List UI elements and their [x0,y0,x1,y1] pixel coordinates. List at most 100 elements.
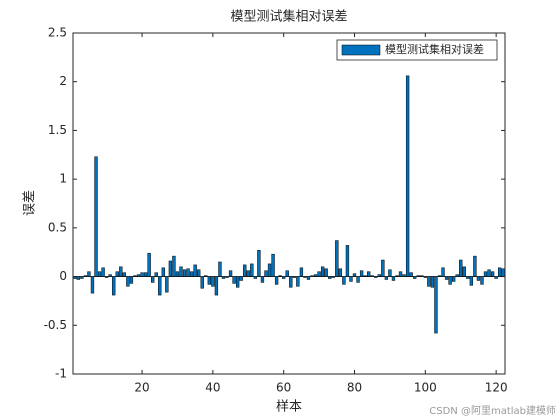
bar [434,276,438,334]
bar [335,240,339,277]
bar [289,276,293,288]
bar [285,270,289,277]
bar [367,271,371,277]
bar [462,266,466,277]
x-axis-label: 样本 [276,400,302,415]
bar [448,276,452,285]
bar [359,270,364,277]
bar [179,266,183,277]
bar [218,261,222,277]
bar [129,276,134,284]
y-tick-label: 1 [59,172,67,186]
y-tick-label: -0.5 [44,318,67,332]
x-tick-label: 100 [414,381,437,395]
y-tick-label: 1.5 [48,123,67,137]
bar [90,276,95,294]
bar [451,276,456,282]
bar [246,270,250,277]
bar [76,276,80,280]
bar [243,264,247,277]
bar [409,272,413,277]
y-tick-label: 0 [59,269,67,283]
y-tick-label: -1 [55,367,67,381]
bar [197,269,201,277]
bar [352,273,357,277]
bar [480,276,484,285]
bar [271,253,275,277]
y-tick-label: 0.5 [48,220,67,234]
x-tick-label: 60 [276,381,291,395]
bar [345,245,350,277]
x-tick-label: 20 [134,381,149,395]
bar [459,259,463,277]
bar [112,276,116,296]
bar [235,276,240,288]
bar [498,267,502,277]
bar [338,268,343,277]
bar [274,276,279,285]
watermark: CSDN @阿里matlab建模师 [429,404,556,417]
bar [391,276,396,281]
bar [186,268,190,277]
bar [151,276,155,283]
bar [172,255,176,277]
bar [239,276,243,281]
bar [211,276,215,287]
bar [444,276,449,280]
bar [267,263,272,277]
bar [473,255,477,277]
bar [158,276,162,296]
bar [299,267,304,277]
bar [87,271,91,277]
chart-title: 模型测试集相对误差 [230,9,347,25]
bar [469,276,474,286]
bar [119,266,123,277]
bar [115,271,119,277]
bar [260,276,265,283]
bar [126,276,130,287]
bar [349,276,353,282]
legend-label: 模型测试集相对误差 [385,42,484,56]
bar [257,250,261,277]
bar [182,269,187,277]
bar [228,270,233,277]
y-axis-label: 误差 [23,190,38,216]
bar [381,259,385,277]
bar [97,271,102,277]
bar [306,276,311,280]
bar [193,264,197,277]
bar [342,276,346,285]
bar [168,260,173,277]
bar [189,271,194,277]
bar [264,270,268,277]
bar [207,276,211,285]
bar [501,268,505,277]
bar [324,268,328,277]
bar [398,271,403,277]
bar [140,272,144,277]
bar [175,271,180,277]
bar [356,276,360,283]
axes-box [72,32,506,375]
bar [200,276,204,289]
legend-swatch [341,44,381,56]
bar [427,276,431,287]
x-tick-label: 120 [485,381,508,395]
y-tick-label: 2 [59,74,67,88]
bar [147,252,151,277]
bar [405,75,410,277]
bar [320,266,325,277]
bar [296,276,300,287]
bar [101,267,105,277]
y-tick-label: 2.5 [48,26,67,40]
x-tick-label: 80 [347,381,362,395]
bar [317,271,321,277]
bar [165,276,169,293]
bar [250,263,254,277]
bar [232,276,236,284]
bar [476,276,481,281]
bar [490,271,495,277]
bar [487,269,491,277]
